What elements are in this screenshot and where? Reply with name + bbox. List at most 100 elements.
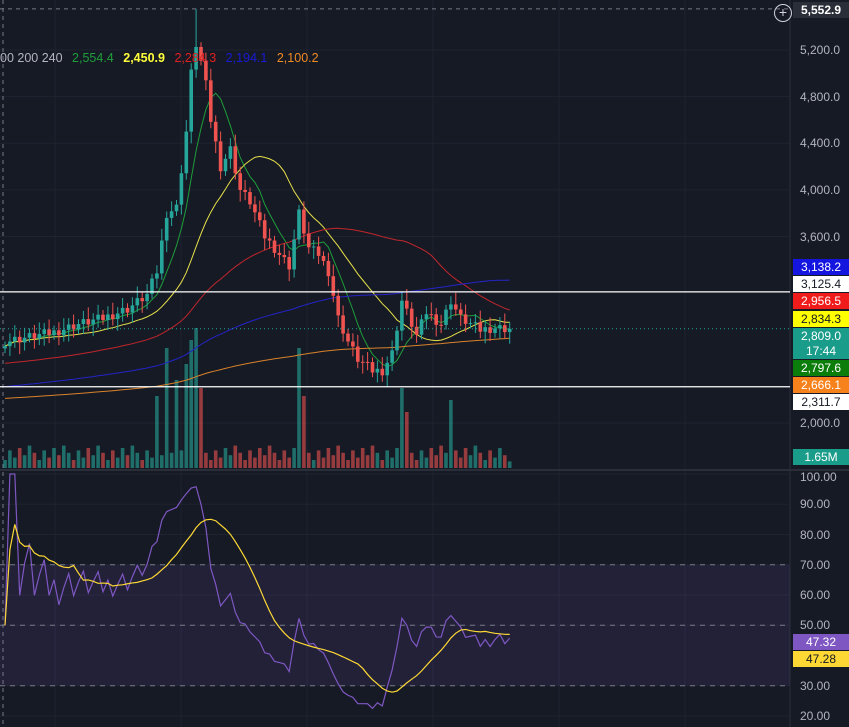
- candle-body: [292, 239, 296, 270]
- volume-bar: [434, 455, 438, 468]
- candle-body: [307, 233, 311, 248]
- volume-bar: [351, 450, 355, 468]
- volume-bar: [385, 450, 389, 468]
- price-badge: 3,138.2: [793, 259, 849, 275]
- candle-body: [57, 330, 61, 336]
- candle-body: [184, 131, 189, 174]
- high-price-label: 5,552.9: [793, 2, 849, 18]
- candle-body: [233, 146, 238, 174]
- price-badge: 2,311.7: [793, 394, 849, 411]
- volume-bar: [204, 452, 208, 468]
- volume-bar: [380, 460, 385, 468]
- volume-bar: [66, 452, 71, 468]
- candle-body: [125, 307, 130, 313]
- volume-bar: [22, 455, 27, 468]
- volume-bar: [243, 460, 247, 468]
- candle-body: [316, 246, 321, 256]
- volume-bar: [400, 388, 404, 468]
- rsi-tick: 60.00: [800, 588, 831, 602]
- candle-body: [66, 324, 71, 330]
- volume-bar: [272, 452, 277, 468]
- candle-body: [390, 350, 394, 363]
- volume-bar: [375, 452, 380, 468]
- candle-body: [507, 328, 512, 333]
- volume-bar: [395, 448, 399, 468]
- rsi-tick: 70.00: [800, 557, 831, 572]
- candle-body: [3, 346, 7, 349]
- volume-bar: [449, 400, 453, 468]
- rsi-badge: 47.32: [793, 634, 849, 650]
- volume-bar: [405, 412, 409, 468]
- candle-body: [365, 361, 370, 363]
- volume-badge: 1.65M: [793, 449, 849, 465]
- candle-body: [463, 314, 468, 324]
- volume-bar: [307, 452, 311, 468]
- candle-body: [454, 304, 458, 310]
- candle-body: [13, 336, 17, 342]
- candle-body: [473, 322, 478, 324]
- candle-body: [248, 192, 252, 205]
- volume-bar: [287, 457, 291, 468]
- candle-body: [169, 211, 174, 218]
- candle-body: [360, 361, 365, 363]
- volume-bar: [316, 450, 321, 468]
- volume-bar: [297, 348, 301, 468]
- price-tick: 2,000.0: [800, 416, 841, 431]
- volume-bar: [179, 450, 184, 468]
- candle-body: [370, 362, 375, 373]
- volume-bar: [277, 460, 282, 468]
- volume-bar: [331, 455, 336, 468]
- candle-body: [395, 330, 399, 351]
- candle-body: [321, 255, 326, 261]
- volume-bar: [233, 445, 238, 468]
- price-tick: 3,600.0: [800, 229, 841, 244]
- volume-bar: [101, 452, 105, 468]
- candle-body: [101, 314, 105, 321]
- candle-body: [228, 146, 233, 159]
- volume-bar: [150, 457, 154, 468]
- candle-body: [414, 326, 419, 335]
- volume-bar: [414, 460, 419, 468]
- candle-body: [385, 362, 389, 376]
- price-badge: 2,666.1: [793, 377, 849, 394]
- volume-bar: [356, 457, 360, 468]
- plus-circle-icon[interactable]: +: [774, 4, 792, 22]
- candle-body: [449, 304, 453, 310]
- ma-line-50: [4, 227, 510, 364]
- candle-body: [493, 328, 497, 333]
- volume-bar: [248, 450, 252, 468]
- volume-bar: [37, 460, 42, 468]
- volume-bar: [218, 457, 223, 468]
- volume-bar: [125, 455, 130, 468]
- candle-body: [199, 46, 203, 61]
- volume-bar: [160, 455, 164, 468]
- rsi-tick: 50.00: [800, 618, 831, 633]
- ma-legend: 00 200 240 2,554.4 2,450.9 2,284.3 2,194…: [0, 51, 325, 65]
- candle-body: [155, 273, 159, 279]
- volume-bar: [76, 450, 81, 468]
- volume-bar: [194, 328, 198, 468]
- volume-bar: [135, 452, 140, 468]
- candle-body: [204, 60, 208, 81]
- candle-body: [439, 324, 443, 326]
- candle-body: [130, 305, 135, 313]
- volume-bar: [91, 455, 95, 468]
- price-badge: 2,956.5: [793, 293, 849, 310]
- candle-body: [189, 69, 193, 132]
- volume-bar: [454, 450, 458, 468]
- candle-body: [424, 314, 429, 320]
- candle-body: [223, 158, 228, 172]
- candle-body: [8, 341, 12, 347]
- price-badge: 17:44: [793, 342, 849, 359]
- candle-body: [164, 217, 169, 241]
- candle-body: [400, 300, 404, 331]
- volume-bar: [321, 457, 326, 468]
- volume-bar: [253, 457, 257, 468]
- legend-ma3-value: 2,284.3: [174, 51, 217, 65]
- candle-body: [179, 173, 184, 205]
- candle-body: [218, 141, 223, 172]
- candle-body: [243, 189, 247, 193]
- volume-bar: [81, 457, 86, 468]
- volume-bar: [302, 396, 306, 468]
